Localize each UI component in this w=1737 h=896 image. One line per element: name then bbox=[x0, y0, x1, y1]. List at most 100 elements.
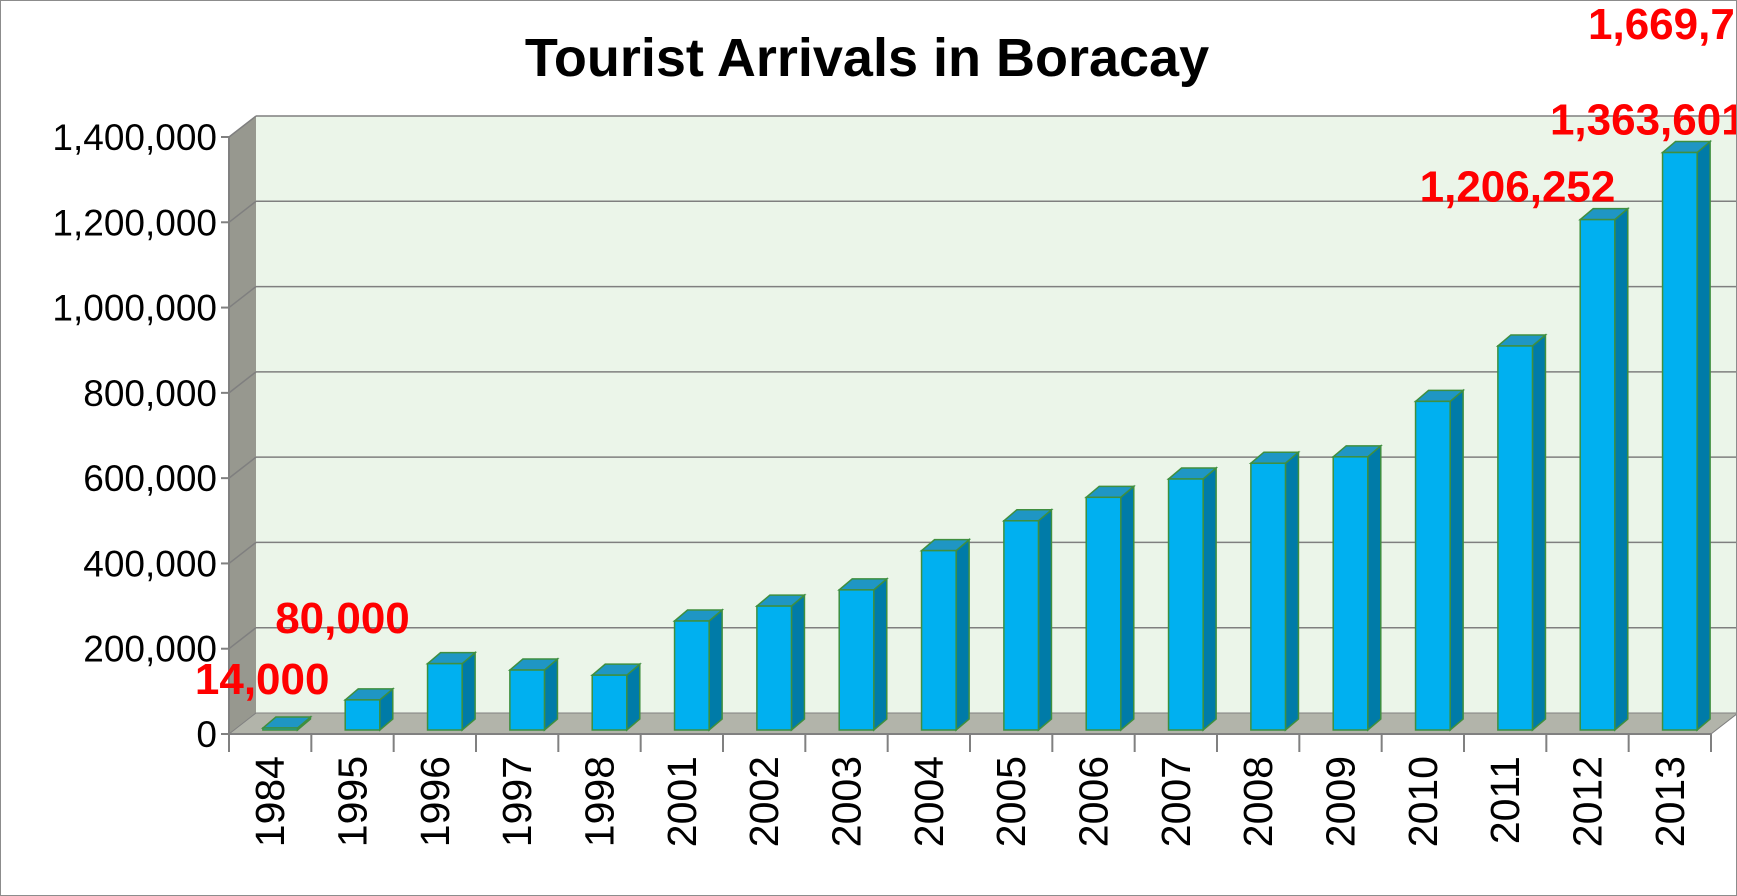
bar-1997 bbox=[507, 657, 560, 732]
gridline-depth bbox=[228, 541, 257, 565]
bar-side bbox=[1367, 444, 1382, 732]
bar-side bbox=[1120, 484, 1135, 732]
x-tick-label: 2004 bbox=[906, 756, 952, 847]
data-label: 1,669,7 bbox=[1588, 1, 1735, 49]
bar-2007 bbox=[1166, 466, 1219, 732]
data-label: 80,000 bbox=[275, 594, 410, 643]
bars bbox=[260, 139, 1713, 732]
data-labels: 14,000 80,000 1,206,252 1,363,601 1,669,7 bbox=[195, 1, 1736, 704]
gridline-depth bbox=[228, 115, 257, 138]
bar-2011 bbox=[1495, 333, 1548, 732]
bar-2002 bbox=[754, 593, 807, 732]
bar-2001 bbox=[672, 608, 725, 732]
bar-1984 bbox=[260, 715, 313, 732]
bar-front bbox=[262, 727, 299, 731]
bar-2003 bbox=[837, 577, 889, 732]
x-tick-label: 2003 bbox=[824, 756, 870, 847]
bar-front bbox=[838, 589, 875, 731]
bar-side bbox=[1614, 207, 1629, 732]
bar-side bbox=[955, 538, 970, 732]
data-label: 14,000 bbox=[195, 655, 330, 704]
bar-front bbox=[426, 662, 463, 731]
y-tick-label: 200,000 bbox=[83, 629, 217, 670]
bar-side bbox=[873, 577, 888, 732]
bar-side bbox=[543, 657, 559, 732]
x-tick-label: 2013 bbox=[1647, 756, 1693, 847]
y-tick-label: 1,200,000 bbox=[52, 202, 217, 243]
bar-front bbox=[920, 549, 957, 731]
bar-2010 bbox=[1413, 388, 1466, 732]
x-tick-label: 2002 bbox=[741, 756, 787, 847]
x-tick-label: 2007 bbox=[1153, 756, 1199, 847]
bar-side bbox=[1696, 139, 1711, 732]
bar-front bbox=[673, 620, 710, 731]
bar-side bbox=[790, 593, 806, 732]
gridline-depth bbox=[228, 456, 257, 479]
bar-front bbox=[1003, 520, 1040, 731]
y-tick-label: 1,000,000 bbox=[52, 288, 217, 329]
y-tick-label: 0 bbox=[196, 714, 217, 755]
x-tick-label: 2006 bbox=[1071, 756, 1117, 847]
side-wall bbox=[229, 116, 256, 734]
bar-side bbox=[1037, 508, 1053, 732]
bar-front bbox=[1332, 456, 1369, 731]
bar-2004 bbox=[919, 538, 972, 732]
y-tick-labels: 0 200,000 400,000 600,000 800,000 1,000,000 1,… bbox=[52, 117, 217, 755]
y-tick-label: 400,000 bbox=[83, 543, 217, 584]
bar-2013 bbox=[1660, 139, 1713, 732]
bar-front bbox=[1167, 478, 1204, 731]
bar-front bbox=[509, 669, 546, 731]
data-label: 1,363,601 bbox=[1550, 96, 1736, 145]
x-tick-label: 2009 bbox=[1318, 756, 1364, 847]
y-tick-label: 600,000 bbox=[83, 458, 217, 499]
data-label: 1,206,252 bbox=[1420, 163, 1616, 212]
bar-front bbox=[1579, 218, 1616, 731]
bar-2008 bbox=[1248, 450, 1301, 732]
x-tick-label: 1984 bbox=[247, 756, 293, 847]
gridline-depth bbox=[228, 200, 257, 223]
gridline-depth bbox=[228, 627, 257, 650]
x-tick-labels: 1984 1995 1996 1997 1998 2001 2002 2003 2004 2005… bbox=[247, 756, 1693, 847]
x-tick-label: 1996 bbox=[412, 756, 458, 847]
bar-front bbox=[756, 605, 793, 731]
bar-front bbox=[344, 699, 381, 731]
bar-front bbox=[1497, 345, 1534, 731]
bar-front bbox=[1661, 151, 1698, 731]
bar-2009 bbox=[1331, 444, 1383, 732]
bar-side bbox=[1202, 466, 1217, 732]
gridline-depth bbox=[228, 285, 257, 309]
x-tick-label: 1998 bbox=[577, 756, 623, 847]
bar-2006 bbox=[1084, 484, 1136, 732]
x-tick-label: 2010 bbox=[1400, 756, 1446, 847]
y-tick-label: 800,000 bbox=[83, 373, 217, 414]
bar-2005 bbox=[1001, 508, 1054, 732]
bar-1996 bbox=[425, 651, 478, 732]
y-tick-label: 1,400,000 bbox=[52, 117, 217, 158]
plot-back-wall bbox=[256, 116, 1736, 713]
bar-side bbox=[1531, 333, 1547, 732]
bar-front bbox=[1085, 496, 1122, 731]
bar-1998 bbox=[590, 662, 642, 732]
bar-front bbox=[591, 674, 628, 731]
x-tick-label: 1997 bbox=[494, 756, 540, 847]
bar-2012 bbox=[1578, 207, 1630, 732]
gridlines bbox=[228, 115, 1736, 650]
bar-side bbox=[1449, 388, 1464, 732]
gridline-depth bbox=[228, 371, 257, 394]
x-tick-label: 2001 bbox=[659, 756, 705, 847]
bar-front bbox=[1250, 462, 1287, 731]
bar-side bbox=[461, 651, 476, 732]
axes bbox=[221, 136, 1712, 752]
x-tick-label: 2008 bbox=[1235, 756, 1281, 847]
bar-1995 bbox=[343, 687, 395, 732]
bar-front bbox=[1414, 400, 1451, 731]
x-tick-label: 2005 bbox=[988, 756, 1034, 847]
x-tick-label: 2012 bbox=[1565, 756, 1611, 847]
chart-title: Tourist Arrivals in Boracay bbox=[525, 28, 1209, 88]
x-tick-label: 1995 bbox=[330, 756, 376, 847]
x-tick-label: 2011 bbox=[1482, 756, 1528, 844]
bar-side bbox=[1284, 450, 1300, 732]
bar-side bbox=[708, 608, 723, 732]
